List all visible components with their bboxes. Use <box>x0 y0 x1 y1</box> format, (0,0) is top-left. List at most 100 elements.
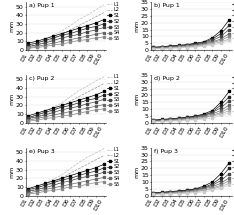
A3 <box>219 106 222 109</box>
A1 <box>177 44 180 46</box>
Y-axis label: mm: mm <box>9 93 15 105</box>
A6 <box>161 120 163 123</box>
S1 <box>27 187 30 190</box>
Line: A5: A5 <box>152 180 230 195</box>
S1 <box>44 109 47 112</box>
A3 <box>169 118 172 121</box>
Line: A3: A3 <box>152 100 230 122</box>
L1 <box>61 101 63 104</box>
A6 <box>177 192 180 195</box>
S1 <box>77 27 80 30</box>
S5 <box>27 120 30 122</box>
S2 <box>69 104 72 107</box>
S3 <box>77 33 80 36</box>
Text: c) Pup 2: c) Pup 2 <box>29 76 54 81</box>
A3 <box>177 190 180 193</box>
L2 <box>27 191 30 194</box>
S2 <box>102 94 105 96</box>
A5 <box>152 47 155 50</box>
Line: S4: S4 <box>27 176 105 194</box>
A3 <box>202 187 205 189</box>
S1 <box>61 177 63 180</box>
S1 <box>61 104 63 107</box>
S1 <box>52 35 55 37</box>
S4 <box>44 188 47 191</box>
S3 <box>44 114 47 116</box>
L1 <box>77 161 80 164</box>
A6 <box>186 118 188 121</box>
S4 <box>61 40 63 43</box>
S2 <box>35 187 38 189</box>
S1 <box>69 174 72 177</box>
A5 <box>169 192 172 195</box>
A5 <box>194 44 197 47</box>
A7 <box>169 47 172 49</box>
S4 <box>94 178 97 180</box>
A3 <box>228 100 230 102</box>
A3 <box>202 42 205 45</box>
A4 <box>161 46 163 49</box>
A6 <box>219 186 222 188</box>
A7 <box>186 192 188 195</box>
A3 <box>194 189 197 191</box>
S5 <box>86 183 88 186</box>
L1 <box>86 14 88 17</box>
L1 <box>44 38 47 41</box>
L2 <box>61 177 63 180</box>
A1 <box>194 42 197 45</box>
S5 <box>94 109 97 111</box>
L2 <box>69 172 72 174</box>
S4 <box>61 112 63 115</box>
A5 <box>169 46 172 49</box>
A2 <box>169 118 172 120</box>
Line: A2: A2 <box>152 167 230 194</box>
S3 <box>35 188 38 191</box>
A2 <box>152 46 155 49</box>
A5 <box>194 190 197 193</box>
A6 <box>211 43 214 45</box>
S2 <box>52 109 55 111</box>
S1 <box>94 94 97 96</box>
L2 <box>35 43 38 46</box>
S1 <box>52 107 55 109</box>
Line: L1: L1 <box>28 77 104 118</box>
Line: L2: L2 <box>28 84 104 119</box>
A3 <box>169 191 172 194</box>
S2 <box>27 43 30 46</box>
A7 <box>219 42 222 45</box>
L1 <box>94 9 97 11</box>
A2 <box>161 118 163 121</box>
A4 <box>219 38 222 40</box>
A1 <box>219 101 222 104</box>
A1 <box>211 36 214 39</box>
Legend: A1, A2, A3, A4, A5, A6, A7: A1, A2, A3, A4, A5, A6, A7 <box>232 147 234 187</box>
S1 <box>86 96 88 99</box>
S3 <box>69 107 72 109</box>
S1 <box>69 30 72 32</box>
Line: L2: L2 <box>28 156 104 192</box>
S2 <box>94 25 97 28</box>
L1 <box>27 117 30 120</box>
S1 <box>94 22 97 24</box>
A7 <box>228 39 230 42</box>
A5 <box>186 118 188 120</box>
A7 <box>219 187 222 189</box>
A7 <box>152 120 155 123</box>
S5 <box>61 187 63 190</box>
S4 <box>35 190 38 193</box>
L2 <box>94 87 97 89</box>
Text: d) Pup 2: d) Pup 2 <box>154 76 180 81</box>
S1 <box>35 185 38 187</box>
A1 <box>169 117 172 120</box>
Line: A4: A4 <box>152 33 230 49</box>
Line: A6: A6 <box>152 182 230 195</box>
A3 <box>161 192 163 194</box>
Line: A5: A5 <box>152 35 230 49</box>
L1 <box>44 110 47 113</box>
L1 <box>61 30 63 32</box>
A4 <box>169 118 172 121</box>
A6 <box>152 120 155 123</box>
S1 <box>86 169 88 172</box>
S4 <box>77 37 80 39</box>
S5 <box>69 186 72 188</box>
